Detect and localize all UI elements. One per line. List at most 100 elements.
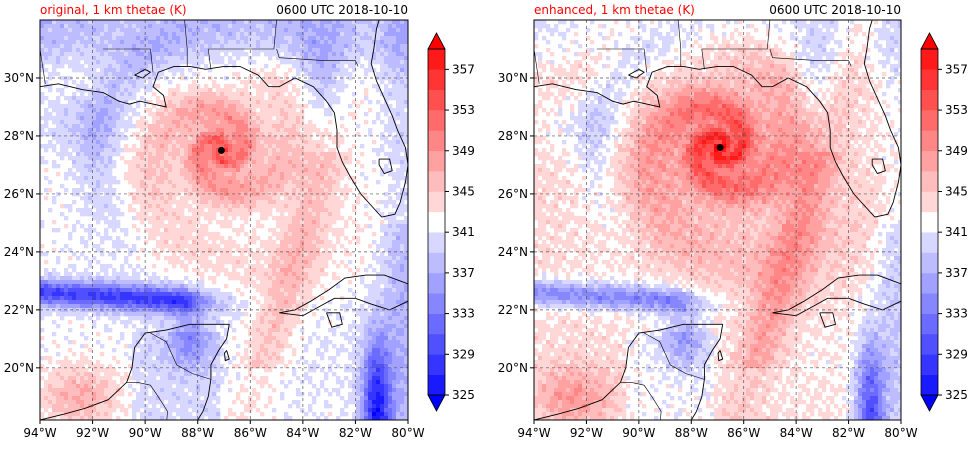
colorbar-extend-min [920,394,939,412]
x-tick-label: 84°W [286,426,319,440]
map-panel-2: 94°W 92°W 90°W 88°W 86°W 84°W 82°W 80°W 20°N 22°N… [498,3,968,440]
coastline-yucatanE [690,324,724,420]
coastline-stateFL [276,48,359,67]
colorbar-tick-label: 345 [945,184,968,198]
colorbar-tick-label: 337 [945,266,968,280]
y-tick-label: 26°N [498,187,528,201]
colorbar-tick-label: 333 [945,307,968,321]
colorbar: 325 329 333 337 341 345 349 353 357 [920,32,968,412]
colorbar-extend-min [427,394,446,412]
x-tick-label: 82°W [832,426,865,440]
colorbar-tick-label: 329 [452,347,475,361]
colorbar-tick-label: 345 [452,184,475,198]
plot-frame [39,19,409,421]
colorbar-bin [921,252,938,274]
coastline-atlantic [863,20,901,218]
colorbar-bin [921,150,938,172]
y-tick-label: 20°N [4,361,34,375]
colorbar-tick-label: 349 [452,144,475,158]
map-panel-1: 94°W 92°W 90°W 88°W 86°W 84°W 82°W 80°W 20°N 22°N… [4,3,475,440]
coastline-cozumel [717,350,724,362]
coastline-gulf [40,65,383,218]
coastline-stateGA [677,20,682,67]
x-tick-label: 94°W [517,426,550,440]
panel-time: 0600 UTC 2018-10-10 [769,3,901,17]
y-tick-label: 30°N [4,71,34,85]
colorbar-bin [428,69,445,91]
colorbar-bin [921,232,938,253]
colorbar-extend-max [920,32,939,50]
plot-frame [533,19,902,421]
coastline-yucatanE [197,324,230,420]
colorbar-bin [428,293,445,314]
colorbar-bin [428,150,445,172]
colorbar-bin [921,354,938,375]
coastline-border1 [126,381,168,420]
x-tick-label: 86°W [727,426,760,440]
coastline-isla [819,312,837,328]
coastline-cozumel [224,350,230,362]
storm-center-marker [716,144,724,152]
colorbar-extend-max [427,32,446,50]
y-tick-label: 28°N [498,129,528,143]
gridlines [534,20,901,420]
colorbar-bin [428,130,445,152]
colorbar-tick-label: 353 [945,103,968,117]
x-tick-label: 88°W [675,426,708,440]
thetae-field [534,20,901,420]
coastline-lake [134,68,152,79]
colorbar-bin [428,354,445,375]
coastline-lakeO [378,158,393,175]
coastline-border2 [643,332,705,380]
colorbar-bin [428,333,445,355]
y-tick-label: 30°N [498,71,528,85]
colorbar-bin [921,69,938,91]
coastline-yucatan [40,323,230,420]
colorbar-bin [428,171,445,192]
colorbar-tick-label: 325 [945,388,968,402]
colorbar-bin [921,49,938,70]
colorbar-bin [921,374,938,396]
colorbar-tick-label: 329 [945,347,968,361]
x-tick-label: 92°W [76,426,109,440]
coastline-stateGA [184,20,188,67]
coastline-stateMS [596,48,647,73]
coastline-stateMS [103,48,154,73]
colorbar-tick-label: 325 [452,388,475,402]
y-tick-label: 22°N [498,303,528,317]
x-tick-label: 86°W [234,426,267,440]
coastline-yucatan [534,323,723,420]
colorbar-bin [428,191,445,213]
colorbar-bin [428,89,445,111]
colorbar-bin [921,171,938,192]
colorbar-outline [427,48,446,396]
x-tick-label: 80°W [391,426,424,440]
coastline-stateFL [769,48,852,67]
colorbar-bin [428,252,445,274]
x-tick-label: 80°W [884,426,917,440]
x-tick-label: 90°W [129,426,162,440]
colorbar-bin [428,211,445,233]
colorbar: 325 329 333 337 341 345 349 353 357 [427,32,475,412]
colorbar-bin [921,293,938,314]
colorbar-tick-label: 341 [452,225,475,239]
colorbar-bin [921,130,938,152]
colorbar-tick-label: 341 [945,225,968,239]
colorbar-bin [428,313,445,335]
coastline-cuba [279,274,408,317]
coastline-isla [326,312,343,328]
coastlines [40,20,408,420]
coastline-stateAL [701,20,771,70]
y-tick-label: 24°N [4,245,34,259]
coastlines [534,20,901,420]
x-tick-label: 92°W [570,426,603,440]
colorbar-bin [428,374,445,396]
colorbar-tick-label: 353 [452,103,475,117]
gridlines [40,20,408,420]
colorbar-bin [921,272,938,294]
panel-title: enhanced, 1 km thetae (K) [534,3,695,17]
colorbar-bin [921,191,938,213]
colorbar-tick-label: 333 [452,307,475,321]
colorbar-bin [921,211,938,233]
